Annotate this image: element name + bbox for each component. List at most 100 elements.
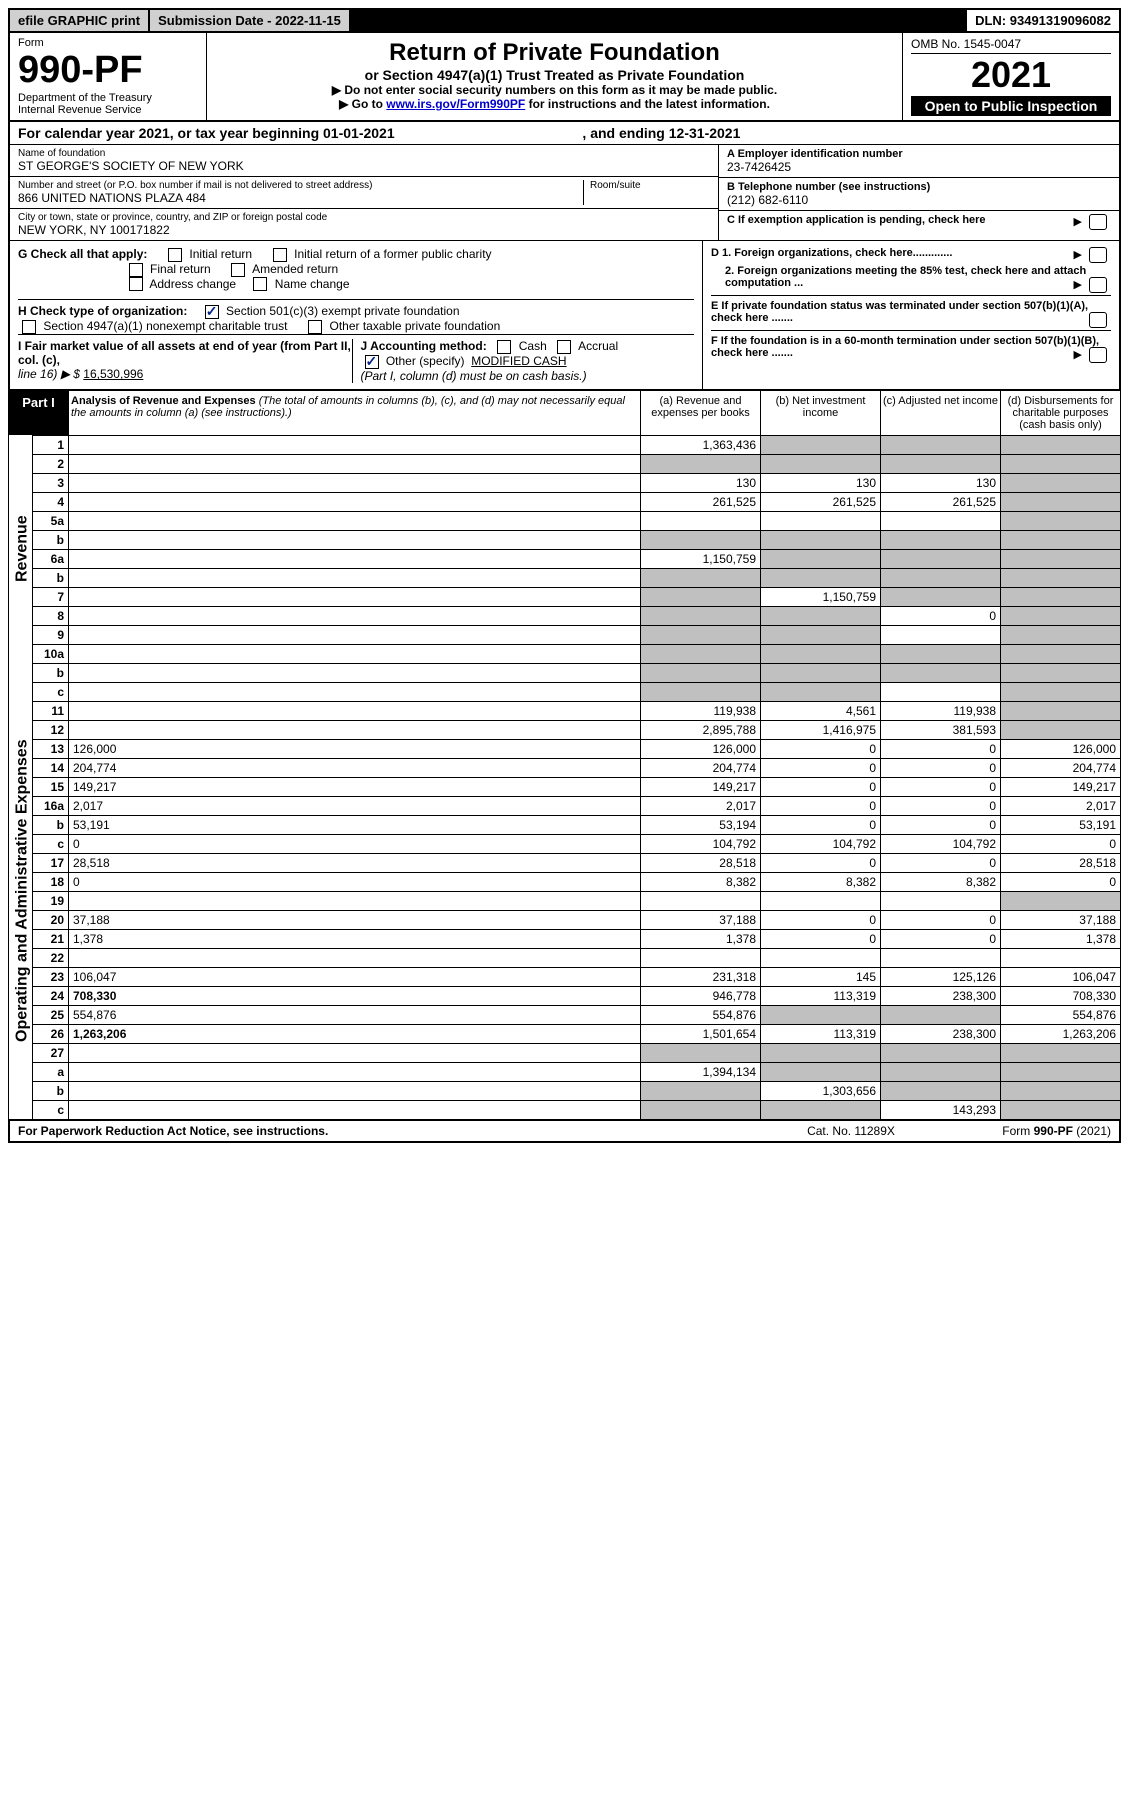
cell-c — [881, 891, 1001, 910]
row-desc — [69, 473, 641, 492]
chk-accrual[interactable] — [557, 340, 571, 354]
footer: For Paperwork Reduction Act Notice, see … — [8, 1120, 1121, 1143]
cell-a: 1,501,654 — [641, 1024, 761, 1043]
chk-f[interactable] — [1089, 347, 1107, 363]
row-desc — [69, 1081, 641, 1100]
part1-table: Part I Analysis of Revenue and Expenses … — [8, 390, 1121, 1120]
cell-b — [761, 1100, 881, 1119]
row-desc — [69, 454, 641, 473]
cell-d: 554,876 — [1001, 1005, 1121, 1024]
cell-c: 0 — [881, 796, 1001, 815]
cell-b: 0 — [761, 796, 881, 815]
row-number: 10a — [33, 644, 69, 663]
table-row: 122,895,7881,416,975381,593 — [9, 720, 1121, 739]
cell-a: 946,778 — [641, 986, 761, 1005]
row-number: b — [33, 530, 69, 549]
chk-amended[interactable] — [231, 263, 245, 277]
cell-b — [761, 663, 881, 682]
cell-a — [641, 625, 761, 644]
table-row: c — [9, 682, 1121, 701]
table-row: 4261,525261,525261,525 — [9, 492, 1121, 511]
col-d: (d) Disbursements for charitable purpose… — [1001, 390, 1121, 435]
row-desc — [69, 530, 641, 549]
table-row: Operating and Administrative Expensesb — [9, 663, 1121, 682]
address: 866 UNITED NATIONS PLAZA 484 — [18, 191, 583, 205]
chk-cash[interactable] — [497, 340, 511, 354]
row-desc: 1,378 — [69, 929, 641, 948]
cell-d — [1001, 625, 1121, 644]
chk-d2[interactable] — [1089, 277, 1107, 293]
table-row: 71,150,759 — [9, 587, 1121, 606]
entity-block: Name of foundation ST GEORGE'S SOCIETY O… — [8, 145, 1121, 241]
c-label: C If exemption application is pending, c… — [727, 214, 986, 226]
cell-a: 2,017 — [641, 796, 761, 815]
cell-a — [641, 454, 761, 473]
row-desc: 204,774 — [69, 758, 641, 777]
cell-c — [881, 1062, 1001, 1081]
row-number: 15 — [33, 777, 69, 796]
cell-c: 0 — [881, 853, 1001, 872]
chk-final[interactable] — [129, 263, 143, 277]
table-row: Revenue11,363,436 — [9, 435, 1121, 454]
form-number: 990-PF — [18, 49, 198, 92]
cell-c: 125,126 — [881, 967, 1001, 986]
chk-d1[interactable] — [1089, 247, 1107, 263]
chk-name[interactable] — [253, 277, 267, 291]
chk-address[interactable] — [129, 277, 143, 291]
chk-4947[interactable] — [22, 320, 36, 334]
row-number: 23 — [33, 967, 69, 986]
cell-c: 0 — [881, 739, 1001, 758]
chk-501c3[interactable] — [205, 305, 219, 319]
cell-b — [761, 1005, 881, 1024]
row-number: 3 — [33, 473, 69, 492]
cell-b: 1,150,759 — [761, 587, 881, 606]
fmv: 16,530,996 — [83, 367, 143, 381]
cell-a — [641, 1100, 761, 1119]
cell-b: 1,416,975 — [761, 720, 881, 739]
cell-d — [1001, 663, 1121, 682]
row-number: 2 — [33, 454, 69, 473]
chk-e[interactable] — [1089, 312, 1107, 328]
city-label: City or town, state or province, country… — [18, 212, 710, 223]
ein: 23-7426425 — [727, 160, 1111, 174]
chk-other-acct[interactable] — [365, 355, 379, 369]
row-number: 21 — [33, 929, 69, 948]
cell-b: 0 — [761, 758, 881, 777]
cell-d — [1001, 549, 1121, 568]
cell-d — [1001, 891, 1121, 910]
row-desc — [69, 587, 641, 606]
cell-a — [641, 948, 761, 967]
table-row: 25554,876554,876554,876 — [9, 1005, 1121, 1024]
c-checkbox[interactable] — [1089, 214, 1107, 230]
cell-c: 8,382 — [881, 872, 1001, 891]
cell-c — [881, 663, 1001, 682]
cell-d: 126,000 — [1001, 739, 1121, 758]
row-desc — [69, 948, 641, 967]
chk-initial-pub[interactable] — [273, 248, 287, 262]
part-title: Analysis of Revenue and Expenses — [71, 395, 256, 407]
row-number: 24 — [33, 986, 69, 1005]
cell-b: 104,792 — [761, 834, 881, 853]
row-number: 22 — [33, 948, 69, 967]
cell-c: 0 — [881, 606, 1001, 625]
table-row: 24708,330946,778113,319238,300708,330 — [9, 986, 1121, 1005]
cell-b — [761, 644, 881, 663]
i-label: I Fair market value of all assets at end… — [18, 339, 351, 367]
cell-d: 2,017 — [1001, 796, 1121, 815]
row-desc — [69, 606, 641, 625]
row-number: 17 — [33, 853, 69, 872]
g-label: G Check all that apply: — [18, 247, 147, 261]
cell-c — [881, 587, 1001, 606]
chk-other-tax[interactable] — [308, 320, 322, 334]
cell-c: 0 — [881, 929, 1001, 948]
cell-a — [641, 1081, 761, 1100]
irs-link[interactable]: www.irs.gov/Form990PF — [386, 97, 525, 111]
cell-b: 130 — [761, 473, 881, 492]
row-desc: 554,876 — [69, 1005, 641, 1024]
cell-b: 8,382 — [761, 872, 881, 891]
cell-c: 0 — [881, 758, 1001, 777]
instruct-2: ▶ Go to www.irs.gov/Form990PF for instru… — [213, 97, 896, 111]
cell-b: 0 — [761, 910, 881, 929]
table-row: 3130130130 — [9, 473, 1121, 492]
chk-initial[interactable] — [168, 248, 182, 262]
